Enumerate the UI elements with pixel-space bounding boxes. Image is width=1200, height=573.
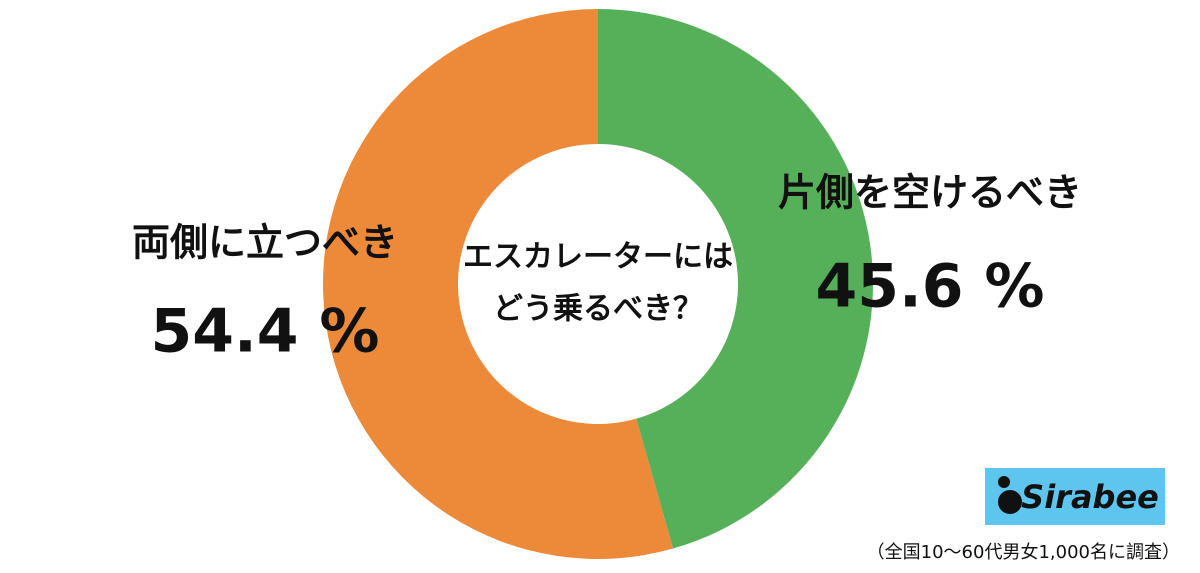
center-text: エスカレーターには — [463, 240, 733, 275]
donut-slice — [323, 9, 674, 559]
category-label: 片側を空けるべき — [778, 171, 1082, 215]
logo-text: Sirabee — [1021, 478, 1159, 516]
value-label: 45.6 % — [815, 252, 1044, 322]
donut-slice — [598, 9, 874, 549]
center-text: どう乗るべき？ — [493, 292, 703, 327]
logo-icon — [998, 490, 1022, 514]
category-label: 両側に立つべき — [132, 221, 398, 265]
logo-icon — [998, 476, 1010, 488]
footnote: （全国10〜60代男女1,000名に調査） — [867, 542, 1180, 563]
value-label: 54.4 % — [150, 297, 379, 367]
donut — [323, 9, 874, 559]
